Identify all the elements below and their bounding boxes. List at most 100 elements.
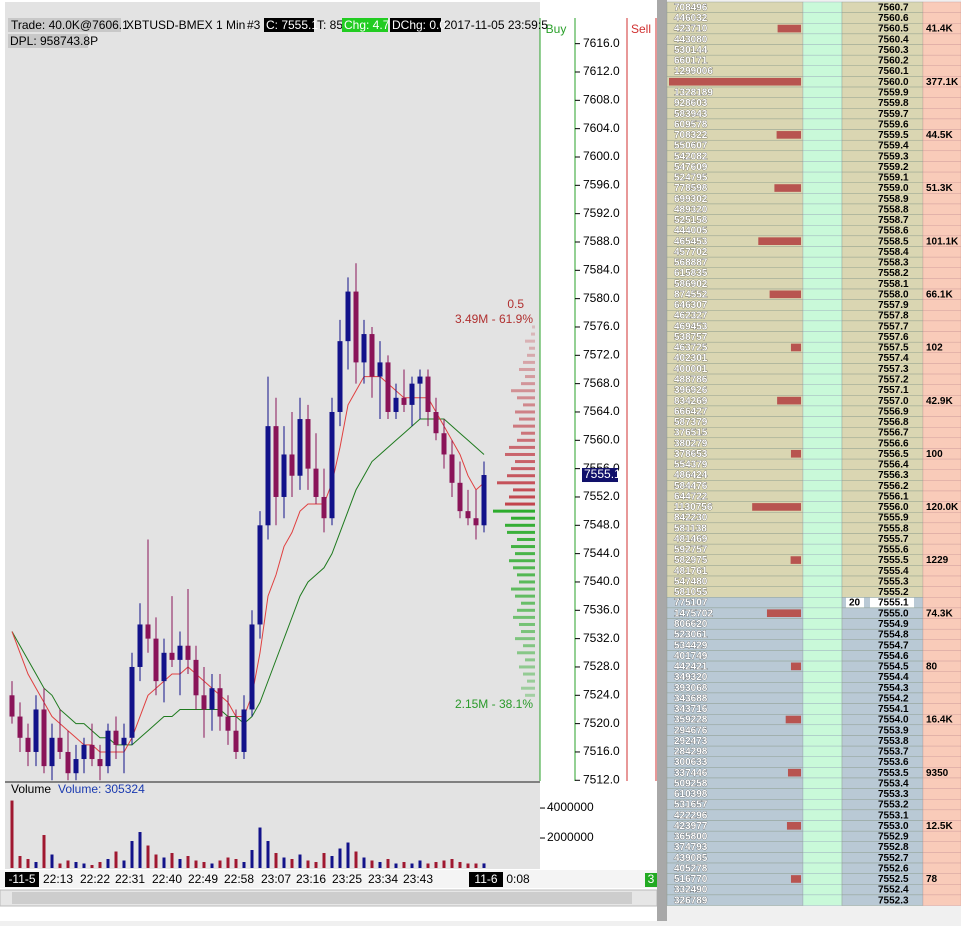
- order-cell: [802, 671, 843, 683]
- price: 7553.9: [878, 725, 909, 736]
- size: 444005: [674, 226, 708, 237]
- buy-profile-bar: [527, 679, 535, 683]
- volume-bar: [370, 860, 374, 868]
- price: 7552.3: [878, 895, 909, 906]
- buy-profile-bar: [493, 509, 535, 513]
- candle-body: [41, 709, 47, 767]
- candle-body: [137, 624, 143, 667]
- volume-bar: [434, 862, 438, 868]
- size: 583943: [674, 109, 708, 120]
- volume-cell: [922, 480, 961, 492]
- price: 7557.2: [878, 375, 909, 386]
- size: 874552: [674, 289, 708, 300]
- sell-profile-bar: [531, 332, 535, 336]
- order-cell: [802, 448, 843, 460]
- size: 393068: [674, 683, 708, 694]
- price: 7558.8: [878, 204, 909, 215]
- volume-bar: [146, 845, 150, 868]
- buy-profile-bar: [515, 594, 535, 598]
- splitter[interactable]: [657, 0, 667, 921]
- price: 7556.0: [878, 502, 909, 513]
- volume-bar: [466, 863, 470, 868]
- buy-profile-bar: [521, 686, 535, 690]
- volume-bar: [242, 862, 246, 868]
- size: 337446: [674, 768, 708, 779]
- price: 7560.0: [878, 77, 909, 88]
- volume-bar: [758, 237, 801, 245]
- volume-cell: [922, 522, 961, 534]
- order-cell: [802, 278, 843, 290]
- buy-profile-bar: [523, 644, 535, 648]
- volume-bar: [790, 343, 801, 352]
- order-cell: [802, 533, 843, 545]
- sell-profile-bar: [515, 410, 535, 414]
- size: 1328189: [674, 87, 713, 98]
- y-tick-label: 7584.0: [583, 262, 620, 276]
- size: 423710: [674, 24, 708, 35]
- price: 7559.2: [878, 162, 909, 173]
- candle-body: [57, 737, 63, 752]
- price: 7558.6: [878, 226, 909, 237]
- volume-cell: [922, 44, 961, 56]
- order-cell: [802, 565, 843, 577]
- volume-cell: [922, 65, 961, 77]
- price: 7560.6: [878, 13, 909, 24]
- volume-bar: [766, 609, 801, 618]
- volume-bar: [82, 863, 86, 868]
- volume-bar: [274, 853, 278, 868]
- x-tick-label: 22:49: [188, 872, 218, 886]
- volume-bar: [790, 662, 801, 671]
- volume-label: 51.3K: [926, 183, 953, 194]
- candle-body: [81, 744, 87, 760]
- volume-bar: [669, 77, 801, 86]
- price: 7558.5: [878, 236, 909, 247]
- price: 7552.8: [878, 842, 909, 853]
- buy-profile-bar: [521, 601, 535, 605]
- candle-body: [345, 291, 351, 342]
- size: 547609: [674, 162, 708, 173]
- volume-bar: [322, 853, 326, 868]
- y-tick-label: 7564.0: [583, 404, 620, 418]
- price: 7555.8: [878, 523, 909, 534]
- order-cell: [802, 1, 843, 13]
- candle-body: [49, 737, 55, 767]
- buy-profile-bar: [517, 537, 535, 541]
- x-tick-label: -11-5: [8, 872, 35, 886]
- price: 7554.5: [878, 662, 909, 673]
- buy-profile-bar: [523, 672, 535, 676]
- buy-profile-bar: [517, 573, 535, 577]
- order-cell: [802, 554, 843, 566]
- volume-bar: [458, 862, 462, 868]
- scroll-thumb[interactable]: [12, 892, 632, 904]
- size: 509258: [674, 778, 708, 789]
- y-tick-label: 7560.0: [583, 432, 620, 446]
- order-cell: [802, 660, 843, 672]
- volume-cell: [922, 139, 961, 152]
- sell-profile-bar: [507, 474, 535, 478]
- buy-profile-bar: [525, 693, 535, 697]
- current-order-box: [846, 597, 864, 608]
- profile-ratio: 0.5: [507, 297, 524, 311]
- volume-cell: [922, 862, 961, 874]
- candle-body: [393, 397, 399, 412]
- volume-bar: [774, 184, 801, 192]
- y-tick-label: 7608.0: [583, 93, 620, 107]
- buy-profile-bar: [511, 545, 535, 549]
- volume-bar: [34, 862, 38, 868]
- x-tick-label: 22:22: [80, 872, 110, 886]
- y-tick-label: 7596.0: [583, 177, 620, 191]
- volume-bar: [18, 856, 22, 868]
- candle-body: [337, 341, 343, 412]
- size: 446032: [674, 13, 708, 24]
- volume-cell: [922, 586, 961, 598]
- order-cell: [802, 841, 843, 853]
- candle-body: [129, 666, 135, 738]
- size: 530144: [674, 45, 708, 56]
- candle-body: [73, 759, 79, 774]
- y-tick-label: 7532.0: [583, 631, 620, 645]
- size: 582975: [674, 555, 708, 566]
- order-cell: [802, 150, 843, 162]
- candle-body: [241, 709, 247, 752]
- candle-body: [145, 624, 151, 639]
- candle-body: [409, 383, 415, 405]
